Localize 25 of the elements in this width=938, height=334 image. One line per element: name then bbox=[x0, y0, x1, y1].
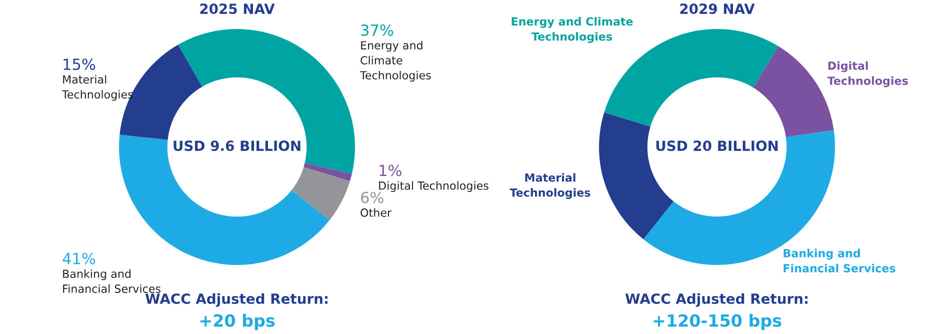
slice-label: Digital Technologies bbox=[379, 181, 488, 192]
data-label: 15% bbox=[64, 58, 96, 70]
text: +120-150 bps bbox=[654, 314, 782, 330]
text: WACC Adjusted Return: bbox=[625, 293, 808, 307]
donut-slice bbox=[119, 134, 330, 265]
data-label: 6% bbox=[361, 192, 384, 204]
slice-label: Energy and Climate Technologies bbox=[512, 17, 633, 43]
data-label: 1% bbox=[380, 164, 402, 176]
donut-slice bbox=[643, 130, 835, 265]
chart-title: 2029 NAV bbox=[680, 4, 755, 14]
slice-label: Digital Technologies bbox=[827, 61, 908, 88]
chart-title: 2025 NAV bbox=[200, 4, 275, 14]
slice-label: Energy and Climate Technologies bbox=[360, 40, 431, 82]
donut-slice bbox=[292, 167, 350, 220]
text: WACC Adjusted Return: bbox=[145, 293, 328, 307]
text: USD 9.6 BILLION bbox=[174, 140, 300, 152]
donut-slice bbox=[304, 162, 352, 182]
text: +20 bps bbox=[200, 314, 275, 330]
text: USD 20 BILLION bbox=[656, 140, 778, 152]
slice-label: Banking and Financial Services bbox=[63, 269, 160, 293]
slice-label: Other bbox=[360, 208, 392, 217]
data-label: 37% bbox=[361, 24, 394, 36]
data-label: 41% bbox=[62, 252, 96, 264]
slice-label: Material Technologies bbox=[510, 173, 590, 199]
slice-label: Banking and Financial Services bbox=[784, 248, 896, 272]
